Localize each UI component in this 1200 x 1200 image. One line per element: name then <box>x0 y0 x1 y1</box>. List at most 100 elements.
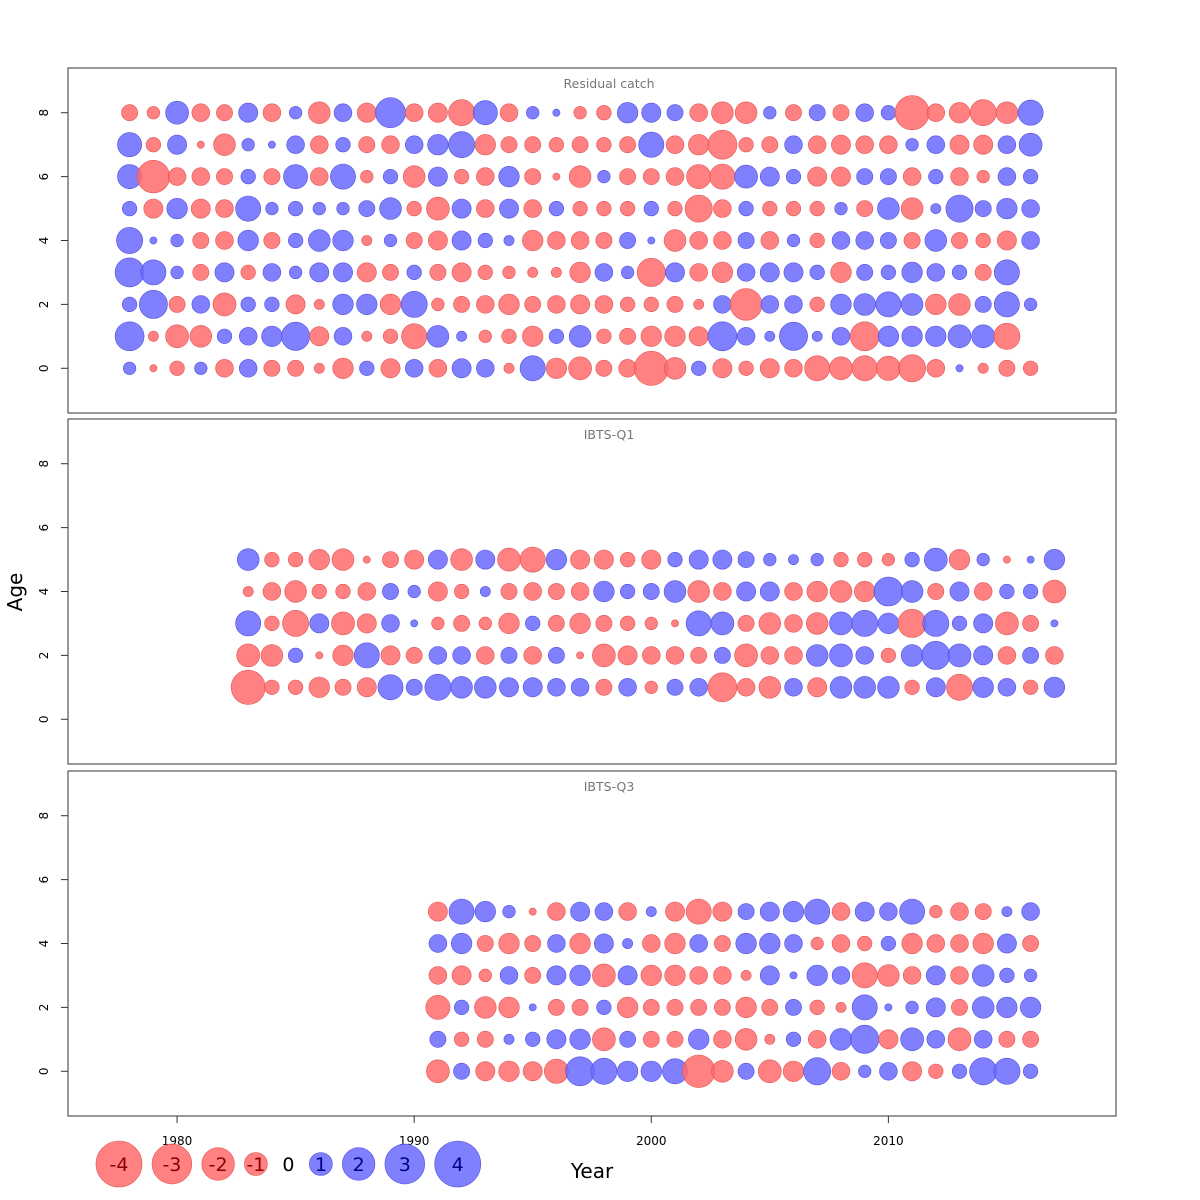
residual-bubble <box>497 547 521 572</box>
residual-bubble <box>499 966 519 985</box>
residual-bubble <box>498 612 520 635</box>
x-axis-label: Year <box>570 1159 614 1183</box>
residual-bubble <box>1018 132 1043 157</box>
residual-bubble <box>805 612 829 635</box>
residual-bubble <box>616 102 639 124</box>
residual-bubble <box>616 1060 639 1082</box>
residual-bubble <box>525 615 541 632</box>
legend-label: 1 <box>315 1154 327 1176</box>
residual-bubble <box>619 551 636 568</box>
residual-bubble <box>829 356 853 381</box>
residual-bubble <box>949 581 970 602</box>
residual-bubble <box>478 968 492 983</box>
residual-bubble <box>241 138 255 152</box>
residual-bubble <box>619 136 637 154</box>
residual-bubble <box>595 678 613 696</box>
residual-bubble <box>905 138 919 152</box>
residual-bubble <box>833 551 849 568</box>
residual-bubble <box>930 203 942 214</box>
residual-bubble <box>230 669 266 705</box>
residual-bubble <box>548 647 565 664</box>
residual-bubble <box>762 201 778 217</box>
y-tick-label: 0 <box>37 364 51 372</box>
residual-bubble <box>362 555 371 564</box>
residual-bubble <box>690 647 708 664</box>
residual-bubble <box>214 262 235 283</box>
residual-bubble <box>569 932 591 955</box>
residual-bubble <box>312 202 326 216</box>
residual-bubble <box>361 330 373 342</box>
residual-bubble <box>570 678 590 697</box>
residual-bubble <box>855 646 874 665</box>
residual-bubble <box>763 106 777 120</box>
residual-bubble <box>572 201 588 217</box>
residual-bubble <box>474 996 497 1019</box>
residual-bubble <box>764 1033 776 1045</box>
residual-bubble <box>475 1061 496 1082</box>
residual-bubble <box>267 140 276 149</box>
residual-bubble <box>831 1062 851 1081</box>
residual-bubble <box>807 677 828 698</box>
residual-bubble <box>808 104 826 122</box>
residual-bubble <box>382 583 399 600</box>
residual-bubble <box>1050 619 1059 628</box>
residual-bubble <box>788 554 799 565</box>
residual-bubble <box>522 325 544 347</box>
residual-bubble <box>974 903 992 921</box>
residual-bubble <box>451 358 472 379</box>
residual-bubble <box>758 676 781 699</box>
residual-bubble <box>689 934 708 953</box>
residual-bubble <box>900 197 924 220</box>
residual-bubble <box>427 901 448 922</box>
residual-bubble <box>310 135 329 154</box>
residual-bubble <box>405 103 424 122</box>
residual-bubble <box>998 359 1016 377</box>
residual-bubble <box>831 166 851 187</box>
residual-bubble <box>760 295 779 314</box>
residual-bubble <box>803 1057 832 1086</box>
residual-bubble <box>428 966 448 985</box>
residual-bubble <box>759 901 780 922</box>
residual-bubble <box>235 610 262 637</box>
residual-bubble <box>358 136 376 154</box>
y-tick-label: 2 <box>37 301 51 309</box>
residual-bubble <box>689 966 708 985</box>
legend-label: 3 <box>399 1154 411 1176</box>
residual-bubble <box>950 902 969 921</box>
residual-bubble <box>642 999 660 1016</box>
residual-bubble <box>710 611 735 636</box>
residual-bubble <box>448 898 475 925</box>
residual-bubble <box>693 298 705 310</box>
residual-bubble <box>829 1028 853 1051</box>
residual-bubble <box>451 198 472 219</box>
residual-bubble <box>382 328 399 344</box>
residual-bubble <box>167 167 187 186</box>
residual-bubble <box>997 135 1017 154</box>
residual-bubble <box>877 964 900 987</box>
residual-bubble <box>568 356 592 381</box>
residual-bubble <box>997 646 1017 665</box>
residual-bubble <box>974 263 992 281</box>
residual-bubble <box>713 966 732 985</box>
residual-bubble <box>570 294 591 315</box>
residual-bubble <box>640 325 662 347</box>
residual-bubble <box>594 549 614 570</box>
residual-bubble <box>375 97 406 128</box>
residual-bubble <box>948 548 971 571</box>
legend-item: 4 <box>434 1140 482 1188</box>
residual-bubble <box>216 104 233 122</box>
residual-bubble <box>641 102 662 123</box>
residual-bubble <box>784 614 803 633</box>
residual-bubble <box>1043 676 1065 698</box>
residual-bubble <box>759 581 780 602</box>
residual-bubble <box>709 163 736 190</box>
residual-bubble <box>949 134 970 155</box>
residual-bubble <box>1019 996 1042 1019</box>
residual-bubble <box>136 160 170 194</box>
residual-bubble <box>475 549 496 570</box>
residual-bubble <box>169 360 185 376</box>
residual-bubble <box>576 651 584 660</box>
residual-bubble <box>829 676 853 699</box>
residual-bubble <box>851 610 879 637</box>
residual-bubble <box>425 995 451 1020</box>
